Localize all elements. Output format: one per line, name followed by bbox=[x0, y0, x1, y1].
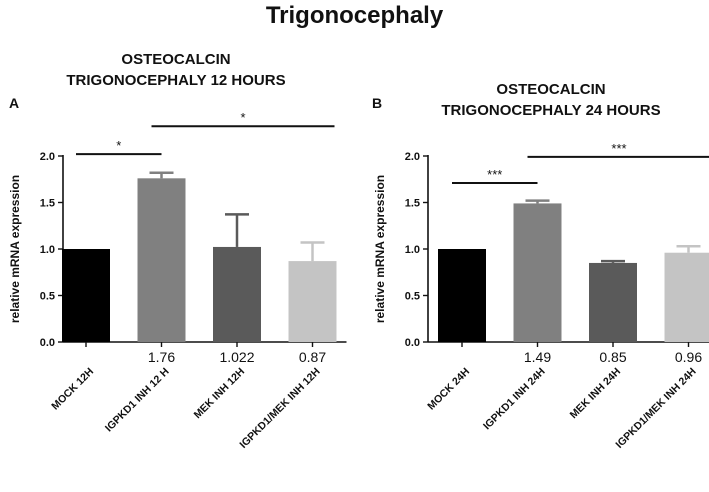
panel-b-y-tick-label: 2.0 bbox=[405, 151, 420, 163]
panel-b-category-label-2: IGPKD1 INH 24H bbox=[481, 366, 548, 433]
panel-a-y-axis-label: relative mRNA expression bbox=[8, 175, 22, 323]
panel-b-significance-label-1: *** bbox=[487, 167, 502, 182]
panel-a-label: A bbox=[9, 95, 19, 111]
panel-b-bar-4 bbox=[664, 252, 709, 342]
panel-a-y-tick-label: 2.0 bbox=[40, 151, 55, 163]
panel-a-data-label-2: 1.76 bbox=[148, 349, 175, 365]
panel-b-category-label-4: IGPKD1/MEK INH 24H bbox=[613, 366, 698, 451]
panel-a-y-tick-label: 0.5 bbox=[40, 291, 55, 303]
panel-a-significance-label-1: * bbox=[116, 138, 121, 153]
panel-b-bar-1 bbox=[438, 249, 486, 342]
panel-a-category-label-3: MEK INH 12H bbox=[192, 366, 248, 422]
panel-a-data-label-3: 1.022 bbox=[219, 349, 254, 365]
panel-b-data-label-3: 0.85 bbox=[599, 349, 626, 365]
panel-a-bar-4 bbox=[288, 261, 337, 342]
figure-title: Trigonocephaly bbox=[265, 2, 444, 29]
panel-b-label: B bbox=[372, 95, 382, 111]
panel-b-category-label-1: MOCK 24H bbox=[425, 366, 472, 413]
panel-a-y-tick-label: 1.5 bbox=[40, 198, 55, 210]
panel-a-data-label-4: 0.87 bbox=[299, 349, 326, 365]
panel-b-significance-label-2: *** bbox=[611, 141, 626, 156]
panel-a-category-label-2: IGPKD1 INH 12 H bbox=[103, 366, 172, 435]
panel-a-y-tick-label: 0.0 bbox=[40, 337, 55, 349]
panel-a-category-label-1: MOCK 12H bbox=[49, 366, 96, 413]
panel-a-category-label-4: IGPKD1/MEK INH 12H bbox=[237, 366, 322, 451]
panel-a-title-line-1: OSTEOCALCIN bbox=[121, 51, 230, 68]
panel-b-data-label-4: 0.96 bbox=[675, 349, 702, 365]
panel-a-title-line-2: TRIGONOCEPHALY 12 HOURS bbox=[66, 72, 285, 89]
panel-b-y-tick-label: 1.5 bbox=[405, 198, 420, 210]
panel-b-bar-3 bbox=[589, 262, 637, 342]
panel-b-y-tick-label: 1.0 bbox=[405, 244, 420, 256]
panel-b-title-line-2: TRIGONOCEPHALY 24 HOURS bbox=[441, 102, 660, 119]
panel-b-data-label-2: 1.49 bbox=[524, 349, 551, 365]
panel-a-bar-3 bbox=[213, 246, 261, 342]
panel-b-y-tick-label: 0.5 bbox=[405, 291, 420, 303]
panel-a-bar-1 bbox=[62, 249, 110, 342]
panel-a-y-tick-label: 1.0 bbox=[40, 244, 55, 256]
panel-b-y-axis-label: relative mRNA expression bbox=[373, 175, 387, 323]
panel-b-title-line-1: OSTEOCALCIN bbox=[496, 81, 605, 98]
panel-b-y-tick-label: 0.0 bbox=[405, 337, 420, 349]
panel-a-bar-2 bbox=[137, 178, 186, 342]
panel-a-significance-label-2: * bbox=[240, 110, 245, 125]
panel-b-bar-2 bbox=[513, 203, 562, 342]
panel-b-category-label-3: MEK INH 24H bbox=[568, 366, 624, 422]
